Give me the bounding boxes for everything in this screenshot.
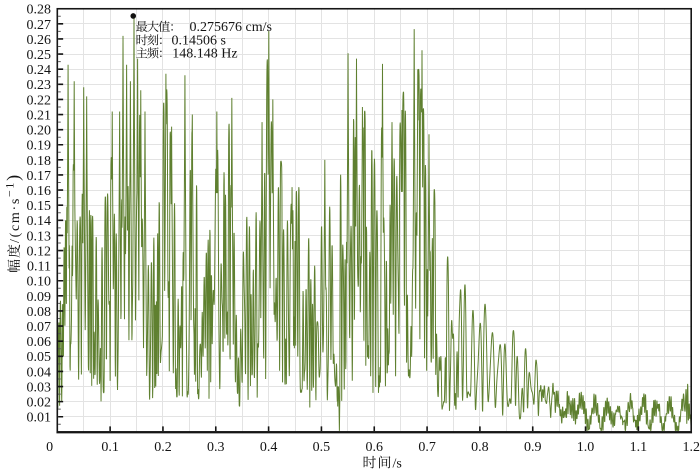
svg-text:0.09: 0.09	[27, 290, 52, 305]
svg-text:0.07: 0.07	[27, 320, 52, 335]
svg-text:0.19: 0.19	[27, 139, 52, 154]
svg-text:1.2: 1.2	[682, 440, 700, 455]
svg-text:0.21: 0.21	[27, 108, 52, 123]
svg-text:0.14: 0.14	[27, 214, 52, 229]
svg-text:0.18: 0.18	[27, 154, 52, 169]
svg-text:0: 0	[46, 440, 53, 455]
svg-text:0.9: 0.9	[524, 440, 542, 455]
svg-text:0.15: 0.15	[27, 199, 52, 214]
svg-text:0.2: 0.2	[154, 440, 172, 455]
svg-text:0.17: 0.17	[27, 169, 52, 184]
svg-text:0.22: 0.22	[27, 93, 52, 108]
svg-text:0.08: 0.08	[27, 305, 52, 320]
svg-text:0.4: 0.4	[260, 440, 278, 455]
svg-text:0.20: 0.20	[27, 124, 52, 139]
svg-text:0.275676 cm/s: 0.275676 cm/s	[190, 20, 272, 35]
svg-text:0.28: 0.28	[27, 3, 52, 18]
svg-text:0.16: 0.16	[27, 184, 52, 199]
svg-text:0.3: 0.3	[207, 440, 225, 455]
svg-text:0.06: 0.06	[27, 335, 52, 350]
svg-text:0.10: 0.10	[27, 275, 52, 290]
svg-text:0.7: 0.7	[418, 440, 436, 455]
svg-text:0.23: 0.23	[27, 78, 52, 93]
svg-text:0.5: 0.5	[313, 440, 331, 455]
svg-text:0.25: 0.25	[27, 48, 52, 63]
svg-text:0.13: 0.13	[27, 229, 52, 244]
svg-text:0.04: 0.04	[27, 365, 52, 380]
svg-text:0.8: 0.8	[471, 440, 489, 455]
svg-text:0.1: 0.1	[101, 440, 119, 455]
svg-text:0.03: 0.03	[27, 380, 52, 395]
svg-text:0.24: 0.24	[27, 63, 52, 78]
svg-text:0.12: 0.12	[27, 244, 52, 259]
svg-text:0.14506 s: 0.14506 s	[172, 33, 226, 48]
svg-text:0.11: 0.11	[27, 260, 51, 275]
svg-text:0.27: 0.27	[27, 18, 52, 33]
svg-text:0.05: 0.05	[27, 350, 52, 365]
svg-text:0.6: 0.6	[366, 440, 384, 455]
svg-text:0.02: 0.02	[27, 396, 52, 411]
svg-text:/s: /s	[393, 456, 402, 471]
svg-text:1.1: 1.1	[630, 440, 648, 455]
svg-text:1.0: 1.0	[577, 440, 595, 455]
svg-text:0.01: 0.01	[27, 411, 52, 426]
svg-text:148.148 Hz: 148.148 Hz	[172, 46, 237, 61]
svg-text:0.26: 0.26	[27, 33, 52, 48]
